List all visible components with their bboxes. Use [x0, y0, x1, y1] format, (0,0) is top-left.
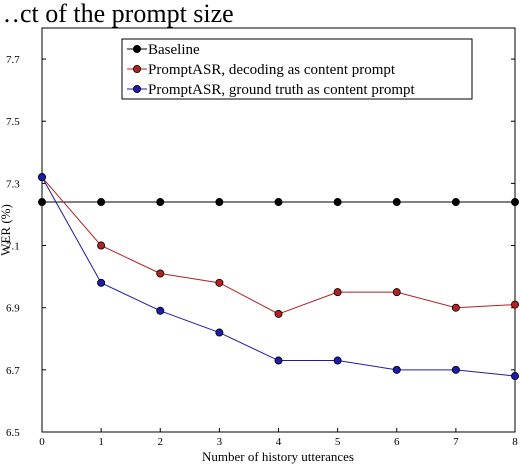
data-point [274, 198, 283, 207]
x-tick-label: 1 [98, 436, 104, 448]
legend-label: Baseline [148, 42, 200, 58]
series-2 [38, 173, 519, 318]
data-point [215, 198, 224, 207]
data-point [97, 198, 106, 207]
x-tick-label: 3 [217, 436, 223, 448]
series-line [41, 176, 516, 315]
legend-marker [132, 45, 141, 54]
data-point [392, 365, 401, 374]
x-tick-label: 2 [158, 436, 164, 448]
x-tick-label: 8 [512, 436, 518, 448]
data-point [156, 198, 165, 207]
series-1 [38, 198, 519, 207]
series-line [41, 176, 516, 377]
data-point [38, 173, 47, 182]
data-point [333, 198, 342, 207]
data-point [510, 300, 519, 309]
data-point [510, 198, 519, 207]
y-tick-label: 7.5 [6, 116, 20, 128]
y-tick-label: 7.3 [6, 178, 20, 190]
data-point [392, 198, 401, 207]
legend-marker [132, 65, 141, 74]
y-tick-label: 7.1 [6, 241, 20, 253]
series-3 [38, 173, 519, 381]
data-point [97, 241, 106, 250]
series-layer [38, 173, 519, 381]
x-tick-label: 6 [394, 436, 400, 448]
data-point [38, 198, 47, 207]
x-tick-label: 0 [39, 436, 45, 448]
data-point [156, 269, 165, 278]
data-point [392, 288, 401, 297]
chart-title-fragment: …ct of the prompt size [0, 0, 234, 28]
x-axis-label: Number of history utterances [202, 449, 354, 464]
data-point [451, 365, 460, 374]
data-point [451, 198, 460, 207]
data-point [97, 278, 106, 287]
x-tick-label: 7 [453, 436, 459, 448]
y-axis: 6.5 6.7 6.9 7.1 7.3 7.5 7.7 [6, 54, 515, 439]
y-tick-label: 6.7 [6, 365, 20, 377]
data-point [156, 306, 165, 315]
y-axis-label: WER (%) [0, 204, 13, 256]
data-point [274, 356, 283, 365]
data-point [333, 356, 342, 365]
legend-box [121, 38, 473, 100]
legend: Baseline PromptASR, decoding as content p… [121, 38, 473, 100]
data-point [333, 288, 342, 297]
data-point [274, 309, 283, 318]
legend-marker [132, 85, 141, 94]
data-point [215, 328, 224, 337]
x-tick-label: 4 [276, 436, 282, 448]
y-tick-label: 6.9 [6, 303, 20, 315]
data-point [215, 278, 224, 287]
legend-label: PromptASR, decoding as content prompt [148, 62, 396, 78]
data-point [451, 303, 460, 312]
y-tick-label: 7.7 [6, 54, 20, 66]
data-point [510, 372, 519, 381]
x-axis: 0 1 2 3 4 5 6 7 8 [39, 428, 518, 448]
y-tick-label: 6.5 [6, 427, 20, 439]
x-tick-label: 5 [335, 436, 341, 448]
legend-label: PromptASR, ground truth as content promp… [148, 82, 415, 98]
